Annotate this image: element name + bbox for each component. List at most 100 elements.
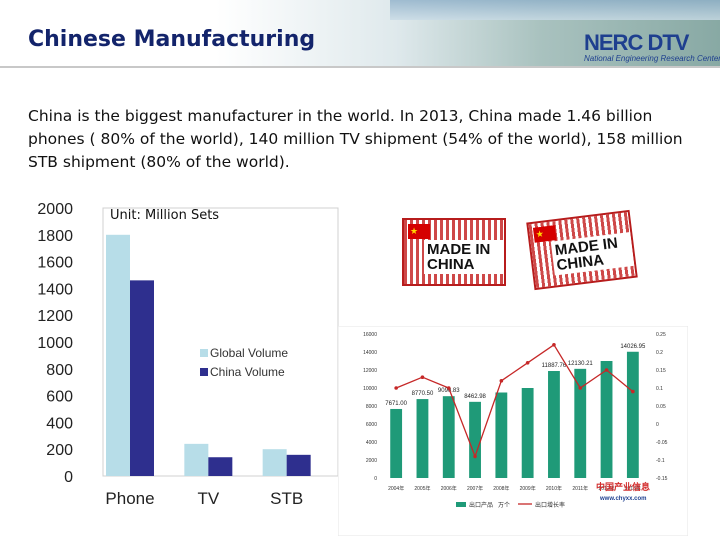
growth-point (499, 379, 504, 383)
growth-point (525, 361, 530, 365)
bar-data-label: 11887.76 (542, 363, 567, 369)
badge-text: MADE IN CHINA (424, 240, 504, 274)
bar-global-volume (106, 234, 130, 476)
bar-output (442, 396, 455, 478)
bar-output (416, 399, 429, 478)
x-tick-label: 2011年 (572, 485, 588, 492)
y-tick-label: 10000 (363, 386, 377, 392)
x-tick-label: 2008年 (493, 485, 509, 492)
y-tick-label: 1800 (37, 228, 73, 245)
bar-output (548, 371, 560, 478)
y2-tick-label: -0.1 (656, 458, 665, 464)
y-tick-label: 1400 (37, 281, 73, 298)
y-tick-label: 800 (46, 362, 73, 379)
bar-data-label: 9090.83 (438, 388, 460, 394)
bar-output (495, 392, 508, 478)
x-tick-label: TV (197, 489, 219, 508)
x-tick-label: Phone (105, 489, 154, 508)
legend-label: 万个 (498, 502, 510, 509)
y-tick-label: 12000 (363, 368, 377, 374)
bar-output (574, 368, 587, 478)
x-tick-label: 2010年 (546, 485, 562, 492)
banner-decoration (390, 0, 720, 20)
x-tick-label: 2005年 (414, 485, 430, 492)
volume-bar-chart: 0 200 400 600 800 1000 1200 1400 1600 1800 2000 Pho… (37, 201, 339, 508)
bar-data-label: 8770.50 (412, 391, 434, 397)
x-tick-label: 2012年 (598, 485, 614, 492)
y-tick-label: 600 (46, 389, 73, 406)
growth-point (420, 375, 425, 379)
bar-data-label: 12130.21 (568, 361, 594, 367)
logo-subtitle: National Engineering Research Center (584, 54, 720, 63)
x-tick-label: STB (270, 489, 303, 508)
y-tick-label: 2000 (366, 458, 377, 464)
legend-label: 出口产品 (469, 501, 493, 509)
y-tick-label: 1200 (37, 308, 73, 325)
legend-label: 出口增长率 (535, 501, 565, 509)
growth-point (578, 386, 583, 390)
header-divider (0, 66, 720, 68)
made-in-china-badge-2: ★ MADE IN CHINA (526, 209, 638, 291)
chart-unit-label: Unit: Million Sets (110, 208, 220, 223)
y-tick-label: 400 (46, 415, 73, 432)
y2-tick-label: 0.15 (656, 368, 666, 374)
growth-point (631, 389, 635, 394)
made-in-china-badge: ★ MADE IN CHINA (402, 218, 506, 286)
y2-tick-label: -0.05 (656, 440, 668, 446)
legend-swatch-bar (456, 502, 466, 507)
legend-swatch (200, 349, 208, 357)
nerc-dtv-logo: NERC DTV National Engineering Research C… (584, 30, 720, 70)
y-tick-label: 4000 (366, 440, 377, 446)
china-flag-icon: ★ (408, 224, 430, 239)
y-tick-label: 16000 (363, 332, 377, 338)
watermark-text: 中国产业信息 (596, 481, 650, 493)
bar-china-volume (130, 280, 154, 476)
y-tick-label: 14000 (363, 350, 377, 356)
y2-tick-label: 0 (656, 422, 659, 428)
growth-point (552, 343, 556, 347)
y-tick-label: 0 (374, 476, 377, 482)
watermark-url: www.chyxx.com (599, 496, 646, 502)
header-banner (0, 0, 720, 68)
y2-tick-label: 0.2 (656, 350, 663, 356)
x-tick-label: 2009年 (520, 485, 536, 492)
y-tick-label: 1000 (37, 335, 73, 352)
page-title: Chinese Manufacturing (28, 27, 316, 52)
china-flag-icon: ★ (532, 225, 557, 243)
growth-line (395, 343, 634, 459)
x-tick-label: 2006年 (441, 485, 457, 492)
growth-point (446, 386, 451, 390)
y-tick-label: 6000 (366, 422, 377, 428)
y2-tick-label: 0.1 (656, 386, 663, 392)
bar-data-label: 8462.98 (464, 394, 486, 400)
bar-output (521, 388, 534, 478)
bar-global-volume (184, 443, 209, 476)
legend-swatch (200, 368, 208, 376)
bar-china-volume (286, 454, 311, 476)
bar-output (390, 408, 403, 478)
x-tick-label: 2004年 (388, 485, 404, 492)
x-tick-label: 2013年 (625, 485, 641, 492)
y-tick-label: 0 (64, 469, 73, 486)
x-tick-label: 2007年 (467, 485, 483, 492)
logo-text: NERC DTV (584, 30, 689, 55)
y2-tick-label: 0.05 (656, 404, 666, 410)
intro-paragraph: China is the biggest manufacturer in the… (28, 107, 683, 171)
y-tick-label: 1600 (37, 255, 73, 272)
y-tick-label: 2000 (37, 201, 73, 218)
y2-tick-label: 0.25 (656, 332, 666, 338)
bar-china-volume (208, 457, 233, 476)
bar-output (600, 361, 613, 478)
growth-point (473, 454, 477, 459)
bar-data-label: 7671.00 (385, 401, 407, 407)
y-tick-label: 8000 (366, 404, 377, 410)
bar-output (626, 351, 639, 478)
y2-tick-label: -0.15 (656, 476, 668, 482)
bar-data-label: 14026.95 (620, 344, 646, 350)
legend-label: Global Volume (210, 346, 288, 360)
bar-global-volume (262, 449, 287, 476)
legend-label: China Volume (210, 365, 285, 379)
bar-output (469, 401, 481, 478)
china-output-chart: 0 2000 4000 6000 8000 10000 12000 14000 16000 -0.… (338, 326, 688, 536)
growth-point (394, 386, 398, 390)
